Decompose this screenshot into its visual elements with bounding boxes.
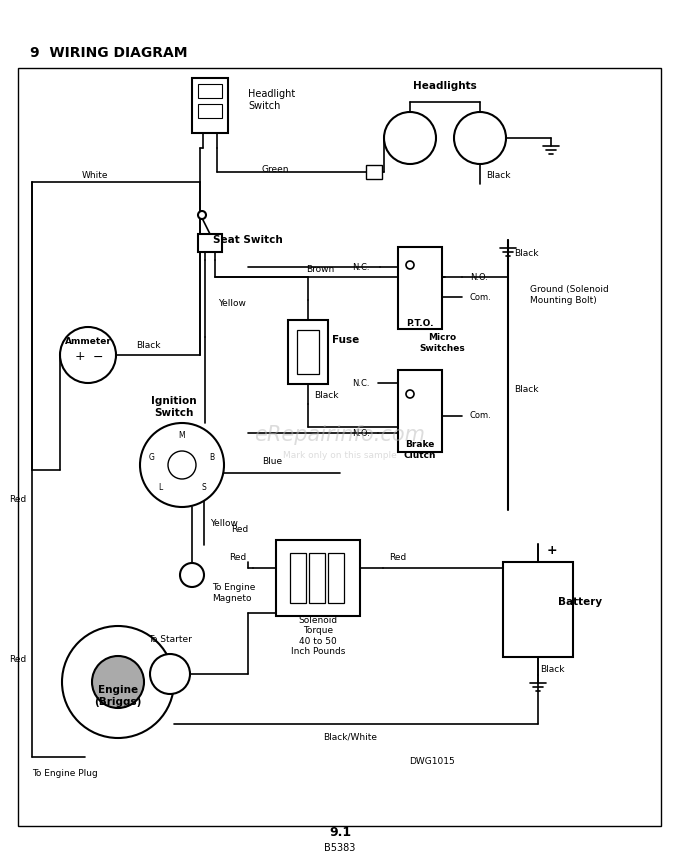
Bar	[309, 553, 325, 603]
Bar	[198, 84, 222, 98]
Circle shape	[406, 261, 414, 269]
Bar	[398, 247, 442, 329]
Bar	[297, 330, 319, 374]
Text: P.T.O.: P.T.O.	[406, 319, 434, 327]
Text: Com.: Com.	[470, 411, 492, 421]
Text: DWG1015: DWG1015	[409, 758, 455, 766]
Text: Yellow: Yellow	[210, 519, 238, 527]
Bar	[18, 68, 661, 826]
Text: Black: Black	[485, 171, 510, 180]
Text: Battery: Battery	[558, 597, 602, 607]
Text: +: +	[547, 544, 557, 557]
Text: Black: Black	[514, 385, 538, 395]
Text: Black: Black	[514, 249, 538, 257]
Text: To Engine
Magneto: To Engine Magneto	[212, 584, 255, 603]
Circle shape	[384, 112, 436, 164]
Text: Micro
Switches: Micro Switches	[419, 333, 465, 352]
Text: Black: Black	[136, 340, 160, 350]
Text: Brown: Brown	[306, 264, 334, 274]
Text: To Starter: To Starter	[148, 636, 192, 644]
Bar	[276, 540, 360, 616]
Bar	[198, 104, 222, 118]
Text: N.O.: N.O.	[352, 429, 370, 437]
Text: eRepairinfo.com: eRepairinfo.com	[255, 425, 426, 445]
Text: Yellow: Yellow	[218, 300, 246, 308]
Text: Headlights: Headlights	[413, 81, 477, 91]
Bar	[290, 553, 306, 603]
Text: Red: Red	[389, 553, 407, 563]
Text: Blue: Blue	[262, 456, 282, 466]
Text: Green: Green	[261, 165, 289, 175]
Text: B: B	[209, 453, 215, 462]
Text: To Engine Plug: To Engine Plug	[32, 768, 98, 778]
Circle shape	[150, 654, 190, 694]
Text: Com.: Com.	[470, 293, 492, 301]
Text: S: S	[202, 482, 206, 492]
Circle shape	[62, 626, 174, 738]
Text: Ignition
Switch: Ignition Switch	[151, 397, 197, 417]
Text: N.C.: N.C.	[352, 378, 370, 387]
Circle shape	[406, 390, 414, 398]
Circle shape	[168, 451, 196, 479]
Text: Red: Red	[10, 656, 26, 664]
Text: 9.1: 9.1	[329, 826, 351, 839]
Text: Red: Red	[232, 526, 249, 534]
Bar	[398, 370, 442, 452]
Text: Black: Black	[540, 665, 564, 675]
Bar	[192, 78, 228, 133]
Text: Mark only on this sample: Mark only on this sample	[283, 450, 397, 460]
Text: Red: Red	[230, 553, 246, 563]
Text: Red: Red	[10, 495, 26, 505]
Text: Fuse: Fuse	[333, 335, 360, 345]
Text: Seat Switch: Seat Switch	[213, 235, 283, 245]
Text: +: +	[75, 351, 86, 364]
Text: Black/White: Black/White	[323, 733, 377, 741]
Circle shape	[60, 327, 116, 383]
Text: N.O.: N.O.	[470, 273, 488, 281]
Text: White: White	[81, 171, 108, 179]
Bar	[328, 553, 344, 603]
Text: Ground (Solenoid
Mounting Bolt): Ground (Solenoid Mounting Bolt)	[530, 285, 609, 305]
Text: Brake
Clutch: Brake Clutch	[404, 440, 436, 460]
Bar	[366, 165, 382, 179]
Text: N.C.: N.C.	[352, 262, 370, 272]
Bar	[288, 320, 328, 384]
Circle shape	[198, 211, 206, 219]
Text: −: −	[93, 351, 103, 364]
Text: 9  WIRING DIAGRAM: 9 WIRING DIAGRAM	[30, 46, 187, 60]
Text: Headlight
Switch: Headlight Switch	[248, 89, 295, 111]
Circle shape	[140, 423, 224, 507]
Text: L: L	[158, 482, 162, 492]
Text: Engine
(Briggs): Engine (Briggs)	[94, 685, 142, 707]
Circle shape	[92, 656, 144, 708]
Text: Black: Black	[314, 391, 338, 400]
Bar	[198, 234, 222, 252]
Text: M: M	[179, 430, 185, 440]
Circle shape	[180, 563, 204, 587]
Text: Solenoid
Torque
40 to 50
Inch Pounds: Solenoid Torque 40 to 50 Inch Pounds	[291, 616, 345, 656]
Circle shape	[454, 112, 506, 164]
Text: B5383: B5383	[325, 843, 356, 853]
Bar	[503, 562, 573, 657]
Text: Ammeter: Ammeter	[65, 337, 111, 346]
Text: G: G	[149, 453, 155, 462]
